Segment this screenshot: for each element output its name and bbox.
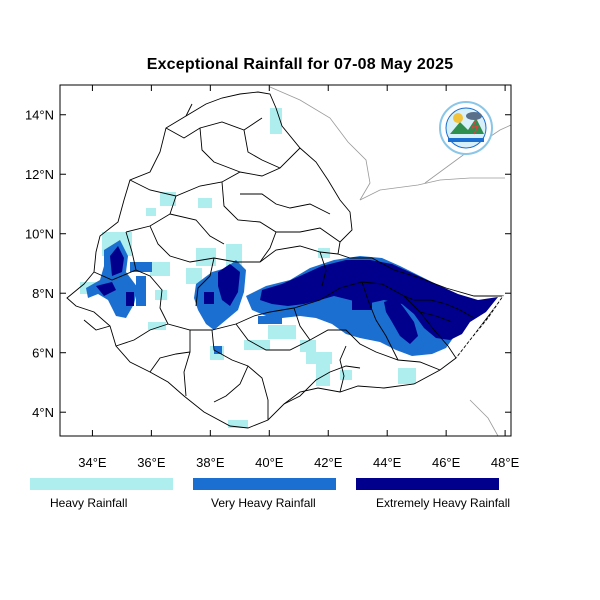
x-tick-label-3: 40°E <box>255 455 284 470</box>
extremely-heavy-rainfall-area <box>96 246 498 344</box>
y-tick-label-4: 12°N <box>25 167 54 182</box>
coast-hatch <box>455 295 504 359</box>
y-tick-label-1: 6°N <box>32 346 54 361</box>
legend-swatch-1 <box>193 478 336 490</box>
x-tick-label-1: 36°E <box>137 455 166 470</box>
legend-swatch-0 <box>30 478 173 490</box>
y-tick-label-0: 4°N <box>32 405 54 420</box>
y-tick-label-3: 10°N <box>25 227 54 242</box>
axis-tick-labels: 34°E 36°E 38°E 40°E 42°E 44°E 46°E 48°E 4°N 6°N 8°… <box>25 108 520 470</box>
meteorology-institute-logo <box>439 101 493 155</box>
legend-label-2: Extremely Heavy Rainfall <box>376 496 510 510</box>
x-tick-label-4: 42°E <box>314 455 343 470</box>
x-tick-label-0: 34°E <box>78 455 107 470</box>
legend-label-1: Very Heavy Rainfall <box>211 496 316 510</box>
axis-ticks <box>60 85 511 436</box>
x-tick-label-5: 44°E <box>373 455 402 470</box>
map-title: Exceptional Rainfall for 07-08 May 2025 <box>146 56 454 73</box>
y-tick-label-5: 14°N <box>25 108 54 123</box>
ethiopia-boundaries <box>66 91 504 429</box>
x-tick-label-6: 46°E <box>432 455 461 470</box>
map-frame <box>59 84 512 437</box>
legend-swatch-2 <box>356 478 499 490</box>
x-tick-label-2: 38°E <box>196 455 225 470</box>
country-outline <box>66 91 504 429</box>
legend-label-0: Heavy Rainfall <box>50 496 127 510</box>
y-tick-label-2: 8°N <box>32 286 54 301</box>
x-tick-label-7: 48°E <box>491 455 520 470</box>
legend: Heavy Rainfall Very Heavy Rainfall Extreme… <box>30 478 510 510</box>
